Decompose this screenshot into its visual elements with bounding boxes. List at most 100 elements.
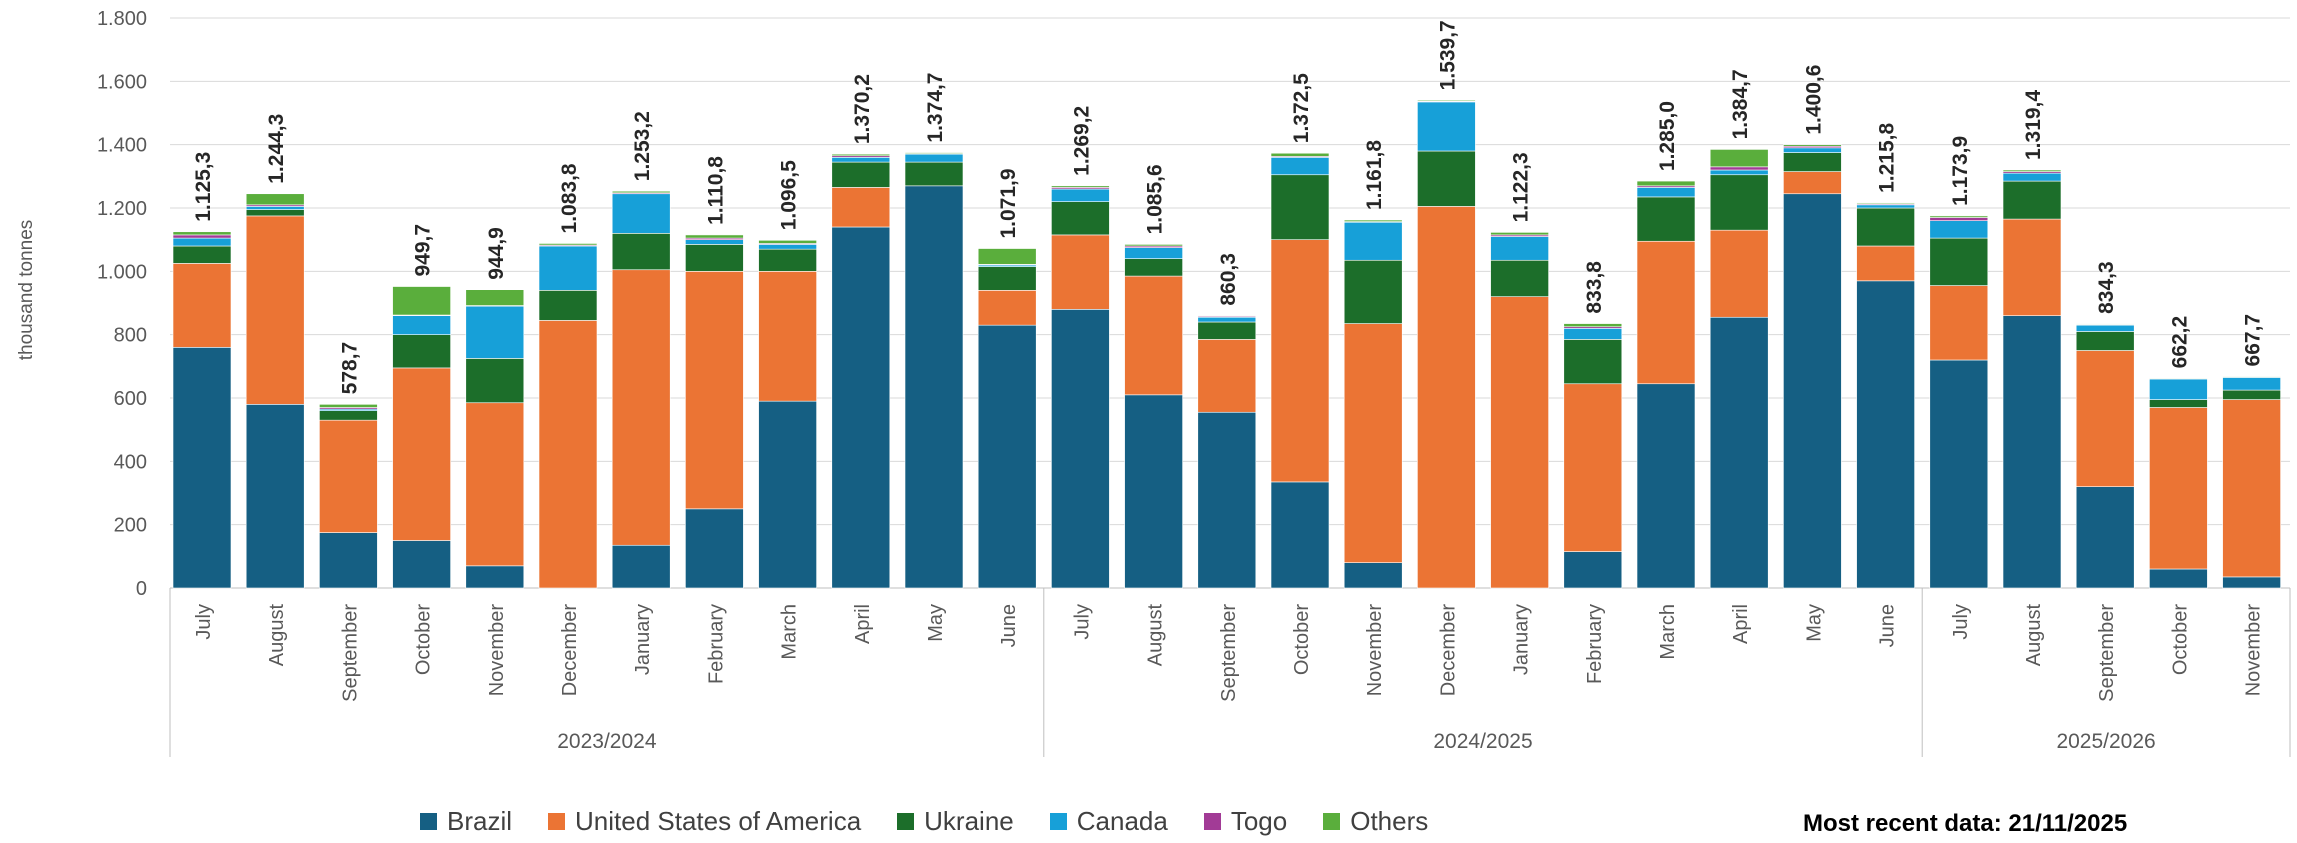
legend-label: Ukraine xyxy=(924,806,1014,836)
total-label: 944,9 xyxy=(485,227,508,280)
bar-segment xyxy=(904,153,964,163)
bar-segment xyxy=(1783,193,1842,589)
bar-segment xyxy=(1563,323,1623,328)
total-label: 1.374,7 xyxy=(924,73,947,143)
bar-segment xyxy=(685,508,744,589)
total-label: 1.215,8 xyxy=(1876,123,1899,193)
bar-segment xyxy=(538,243,598,246)
bar-segment xyxy=(685,239,744,245)
bar-segment xyxy=(977,266,1037,291)
bar-segment xyxy=(1563,339,1623,385)
total-label: 860,3 xyxy=(1217,253,1240,306)
bar-segment xyxy=(611,193,671,234)
total-label: 1.083,8 xyxy=(558,163,581,233)
bar-segment xyxy=(1563,328,1623,340)
x-tick-label: December xyxy=(559,604,581,697)
total-label: 833,8 xyxy=(1583,261,1606,314)
total-label: 1.400,6 xyxy=(1802,65,1825,135)
legend-item: Ukraine xyxy=(897,806,1014,837)
bar-segment xyxy=(904,152,964,154)
bar-segment xyxy=(172,234,232,239)
bar-segment xyxy=(319,404,378,408)
bar-segment xyxy=(831,187,891,228)
x-tick-label: May xyxy=(1803,604,1825,642)
legend-label: Canada xyxy=(1076,806,1168,836)
bar-segment xyxy=(2149,378,2208,400)
y-axis-ticks: 0 200 400 600 800 1.000 1.200 1.400 1.600 1.800 xyxy=(97,8,147,600)
y-tick-label: 600 xyxy=(114,388,147,410)
bar-segment xyxy=(392,315,451,335)
legend-swatch xyxy=(897,813,915,830)
bar-segment xyxy=(758,400,817,589)
bar-segment xyxy=(831,153,891,157)
bar-segment xyxy=(611,233,671,271)
bar-segment xyxy=(1490,236,1549,261)
total-label: 1.372,5 xyxy=(1290,73,1313,143)
bar-segment xyxy=(1124,275,1183,396)
total-label: 1.161,8 xyxy=(1363,140,1386,210)
bar-segment xyxy=(1051,188,1110,202)
bar-segment xyxy=(685,244,744,272)
bar-segment xyxy=(977,324,1037,589)
legend-swatch xyxy=(420,813,437,830)
total-label: 834,3 xyxy=(2095,261,2118,314)
bar-segment xyxy=(245,206,305,210)
total-label: 578,7 xyxy=(338,342,361,395)
bar-segment xyxy=(538,290,598,321)
bar-segment xyxy=(1783,171,1842,195)
bar-segment xyxy=(2149,399,2208,408)
bar-segment xyxy=(1709,169,1769,176)
bar-segment xyxy=(1929,220,1989,239)
legend-swatch xyxy=(1323,813,1341,830)
legend-swatch xyxy=(548,813,566,830)
bar-segment xyxy=(831,157,891,163)
x-tick-label: July xyxy=(1950,604,1972,640)
group-label: 2024/2025 xyxy=(1433,730,1532,753)
bar-segment xyxy=(2002,169,2062,172)
bar-segment xyxy=(392,334,451,369)
bar-segment xyxy=(172,347,232,589)
bar-segment xyxy=(758,244,817,250)
bar-segment xyxy=(2222,377,2281,391)
x-tick-label: November xyxy=(486,604,508,697)
bar-segment xyxy=(1563,551,1623,589)
total-label: 662,2 xyxy=(2168,316,2191,369)
bar-segment xyxy=(2075,486,2135,589)
legend-item: Canada xyxy=(1049,806,1168,837)
bar-segment xyxy=(1270,174,1330,240)
bar-segment xyxy=(245,193,305,206)
total-label: 1.539,7 xyxy=(1436,20,1459,90)
bar-segment xyxy=(172,263,232,348)
bar-segment xyxy=(2222,399,2281,578)
bar-segment xyxy=(1709,166,1769,171)
total-label: 1.096,5 xyxy=(778,160,801,230)
y-tick-label: 0 xyxy=(136,578,147,600)
bar-segment xyxy=(245,404,305,589)
group-label: 2023/2024 xyxy=(557,730,657,753)
bar-segment xyxy=(1783,152,1842,172)
x-axis: July August September October November Decemb… xyxy=(169,588,2291,757)
bar-segment xyxy=(1856,207,1915,247)
x-tick-label: November xyxy=(1364,604,1386,697)
x-tick-label: March xyxy=(1657,604,1679,660)
bar-segment xyxy=(2149,378,2208,380)
x-tick-label: December xyxy=(1437,604,1459,697)
bar-segment xyxy=(2002,218,2062,316)
bar-segment xyxy=(1417,100,1476,102)
legend-swatch xyxy=(1203,813,1221,830)
bar-segment xyxy=(1563,383,1623,552)
total-label: 1.085,6 xyxy=(1144,164,1167,234)
bar-segment xyxy=(319,532,378,589)
bars xyxy=(172,100,2281,589)
legend: Brazil United States of America Ukraine Can… xyxy=(420,806,1464,837)
bar-segment xyxy=(245,215,305,405)
bar-segment xyxy=(2222,376,2281,378)
bar-segment xyxy=(611,544,671,589)
bar-segment xyxy=(1490,232,1549,236)
x-tick-label: November xyxy=(2243,604,2265,697)
bar-segment xyxy=(1197,315,1257,317)
y-tick-label: 1.600 xyxy=(97,71,147,93)
bar-segment xyxy=(319,410,378,421)
total-label: 1.122,3 xyxy=(1510,152,1533,222)
x-tick-label: February xyxy=(705,604,727,684)
